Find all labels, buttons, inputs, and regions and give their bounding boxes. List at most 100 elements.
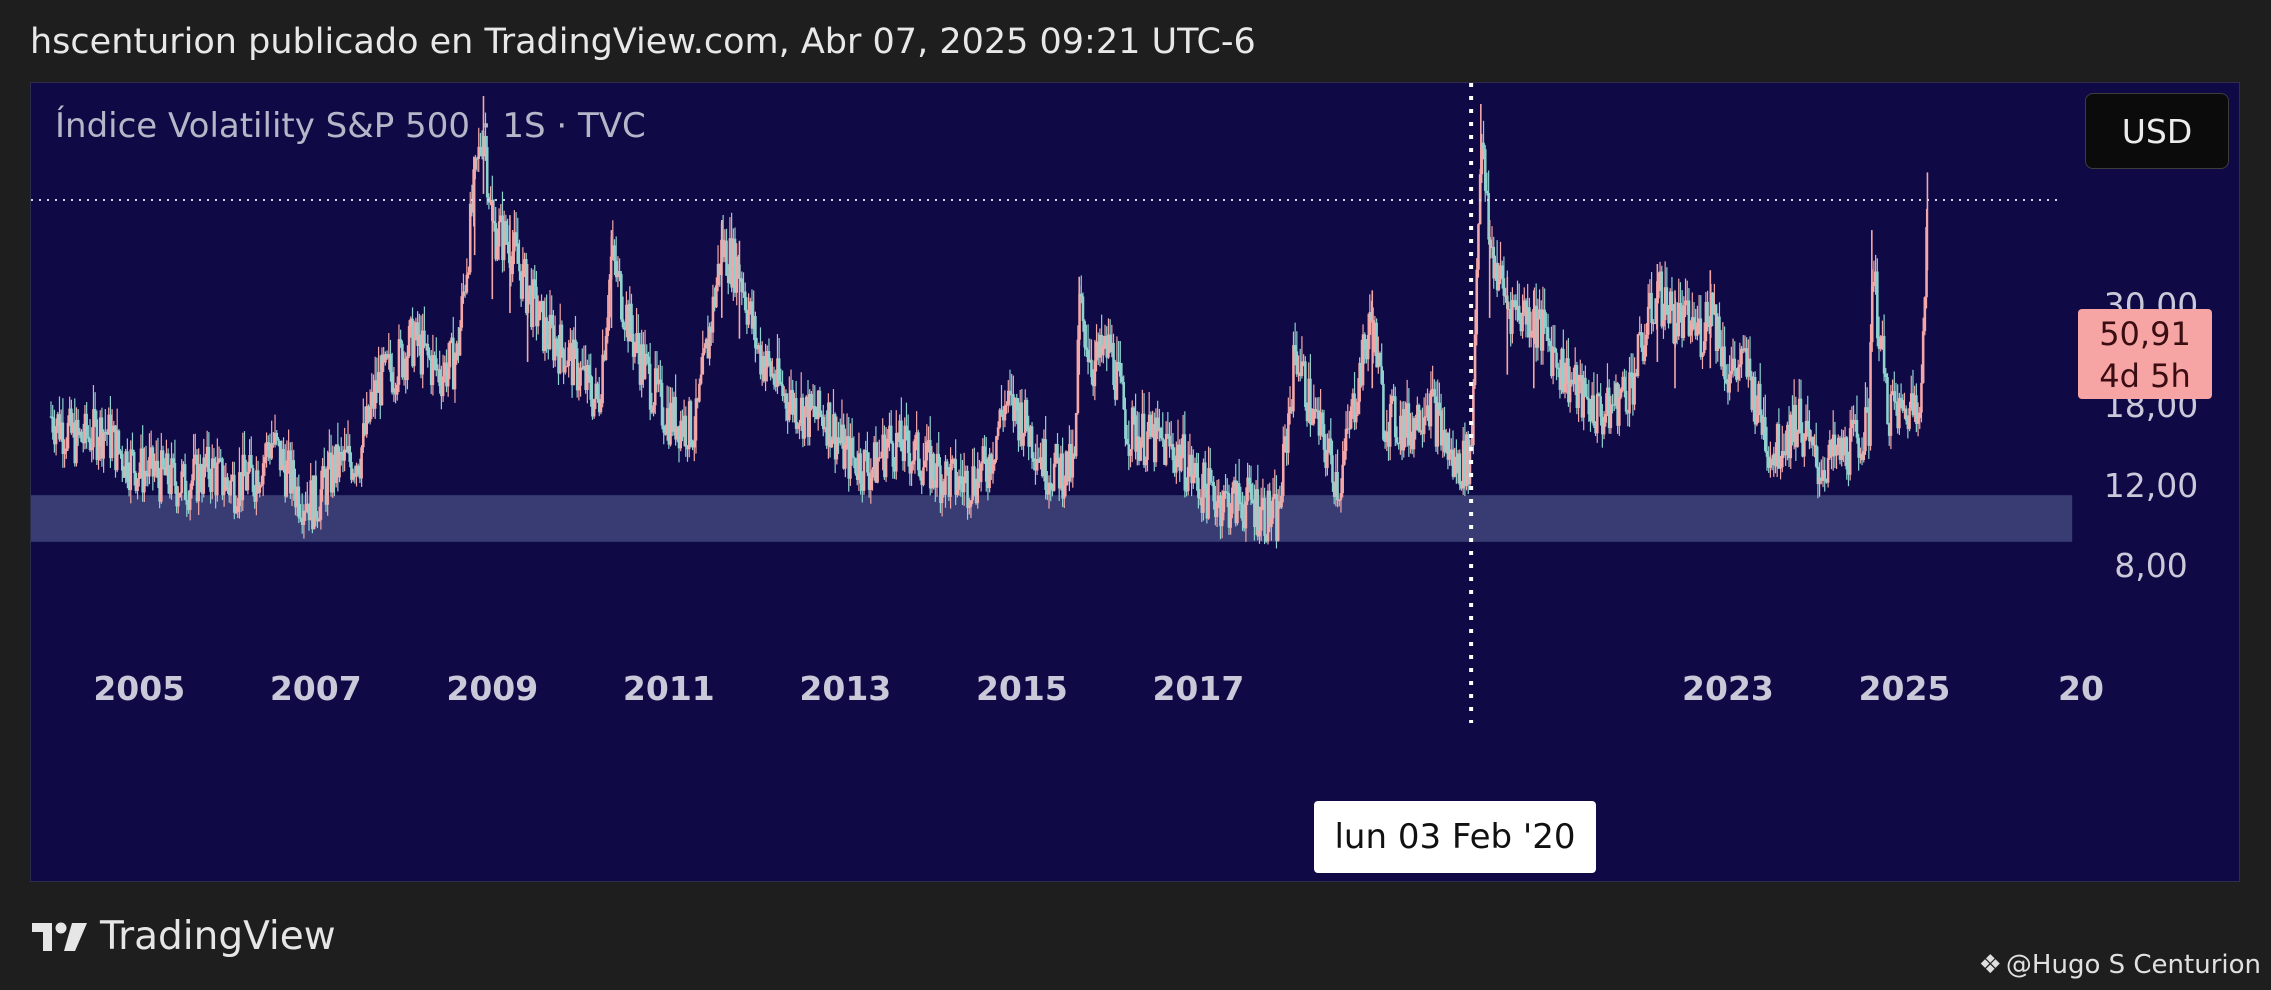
tradingview-logo-icon [32, 922, 87, 951]
candle-body [1850, 419, 1854, 429]
candle-body [1191, 474, 1195, 484]
candle-body [1553, 347, 1557, 353]
candle-body [251, 468, 255, 492]
candle-body [1151, 424, 1154, 437]
candle-body [1188, 454, 1192, 468]
candle-body [1178, 444, 1182, 471]
candle-body [1146, 431, 1149, 460]
candle-body [1809, 436, 1813, 442]
candle-body [855, 473, 859, 481]
candle-body [1500, 265, 1504, 279]
candle-body [1621, 376, 1625, 390]
candle-body [190, 480, 194, 490]
currency-button[interactable]: USD [2085, 93, 2229, 169]
candle-body [1443, 430, 1446, 453]
candle-body [1421, 430, 1424, 435]
candle-body [818, 390, 822, 415]
candle-body [1063, 485, 1066, 499]
candle-body [1758, 383, 1762, 416]
candle-body [664, 432, 667, 435]
candle-body [214, 466, 217, 496]
candle-body [1232, 480, 1236, 488]
candle-body [876, 457, 879, 483]
candle-body [1129, 449, 1132, 456]
candle-body [1107, 334, 1110, 358]
candle-body [1341, 464, 1344, 494]
candle-body [1229, 513, 1232, 528]
candle-body [1422, 417, 1426, 435]
candle-body [823, 427, 827, 430]
candle-body [1068, 443, 1071, 482]
candle-body [820, 414, 823, 417]
candle-body [1246, 477, 1249, 502]
candle-body [1716, 316, 1720, 352]
candle-body [122, 470, 126, 478]
candle-body [1814, 444, 1818, 467]
candle-body [614, 261, 618, 278]
candle-body [1663, 287, 1667, 321]
candle-body [852, 456, 856, 458]
candle-body [1285, 436, 1288, 453]
candle-body [1095, 341, 1098, 361]
candle-body [862, 450, 866, 491]
candle-body [1534, 305, 1538, 348]
candle-body [319, 489, 323, 520]
candle-body [1558, 368, 1562, 390]
candle-body [1865, 407, 1869, 413]
candle-body [589, 375, 593, 400]
candle-body [117, 430, 121, 451]
candle-body [1309, 378, 1312, 425]
tradingview-logo[interactable]: TradingView [30, 914, 336, 959]
candle-body [1331, 455, 1334, 483]
candle-body [772, 373, 776, 385]
candle-body [842, 424, 845, 469]
candle-body [869, 477, 873, 490]
candle-body [1833, 434, 1837, 456]
candle-body [577, 385, 581, 391]
candle-body [1511, 300, 1514, 334]
candle-body [905, 425, 908, 431]
candle-body [1668, 291, 1672, 324]
candle-body [586, 365, 589, 390]
candle-body [1069, 443, 1073, 478]
candle-body [837, 437, 840, 441]
candle-body [1847, 469, 1850, 475]
candle-body [1349, 406, 1353, 429]
candle-body [1234, 480, 1238, 524]
candle-body [911, 460, 915, 465]
candle-body [1811, 436, 1815, 446]
candle-body [1183, 434, 1187, 491]
candle-body [1042, 439, 1046, 477]
candle-body [1794, 404, 1798, 448]
candle-body [353, 473, 357, 477]
candle-body [1032, 458, 1036, 462]
candle-body [238, 472, 241, 507]
candle-body [692, 440, 696, 448]
candle-body [1368, 312, 1372, 335]
x-tick-label: 2023 [1682, 669, 1774, 708]
candle-body [1487, 193, 1490, 240]
candle-body [1635, 373, 1638, 377]
candle-body [1057, 458, 1061, 489]
candle-body [153, 470, 156, 477]
candle-body [256, 470, 260, 493]
candle-body [233, 474, 236, 513]
candle-body [1161, 438, 1165, 440]
candle-body [1006, 390, 1010, 405]
candle-body [373, 380, 377, 409]
candle-body [1207, 468, 1210, 519]
candle-body [728, 238, 732, 283]
candle-body [1137, 436, 1141, 461]
candle-body [1541, 309, 1545, 351]
candle-body [243, 454, 246, 477]
candle-body [1823, 470, 1827, 479]
candle-body [1733, 358, 1737, 369]
candle-body [1404, 409, 1407, 438]
candle-body [981, 446, 985, 464]
candle-body [1266, 490, 1270, 542]
candle-body [1091, 377, 1095, 387]
candle-body [1911, 393, 1915, 416]
candle-body [98, 417, 102, 448]
